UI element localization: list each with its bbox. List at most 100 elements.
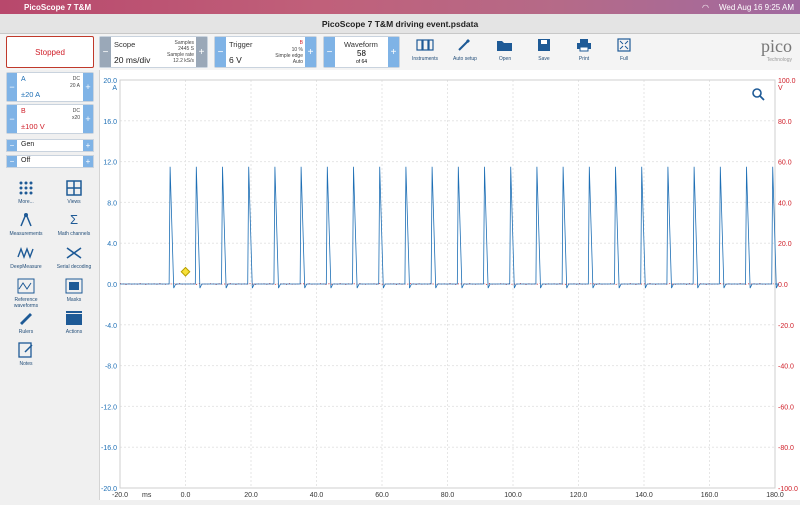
notes-label: Notes bbox=[19, 361, 33, 367]
save-label: Save bbox=[538, 56, 550, 62]
masks-icon bbox=[65, 278, 83, 294]
trigger-decrease-button[interactable]: − bbox=[215, 37, 226, 67]
gen-state-decrease-button[interactable]: − bbox=[7, 156, 17, 167]
pico-logo: pico Technology bbox=[722, 36, 792, 66]
toolbar: Stopped − Scope 20 ms/div Samples 2445 S… bbox=[0, 34, 800, 70]
macos-menubar: PicoScope 7 T&M ◠ Wed Aug 16 9:25 AM bbox=[0, 0, 800, 14]
channel-b-probe: x20 bbox=[71, 115, 80, 121]
masks-button[interactable]: Masks bbox=[51, 278, 97, 303]
fullscreen-label: Full bbox=[619, 56, 629, 62]
app-name[interactable]: PicoScope 7 T&M bbox=[24, 2, 92, 12]
open-label: Open bbox=[498, 56, 512, 62]
auto-setup-button[interactable]: Auto setup bbox=[445, 38, 485, 62]
trigger-type: Simple edge bbox=[275, 53, 303, 59]
timebase-value[interactable]: 20 ms/div bbox=[114, 55, 151, 65]
reference-waveforms-button[interactable]: Reference waveforms bbox=[3, 278, 49, 309]
math-channels-button[interactable]: Σ Math channels bbox=[51, 212, 97, 237]
actions-label: Actions bbox=[65, 329, 83, 335]
rulers-icon bbox=[17, 310, 35, 326]
trigger-channel: B bbox=[299, 40, 303, 46]
scope-graph[interactable]: 20.0 16.0 12.0 8.0 4.0 0.0 -4.0 -8.0 -12.0 -16.0 -… bbox=[100, 70, 800, 500]
trigger-level[interactable]: 6 V bbox=[229, 55, 242, 65]
clock[interactable]: Wed Aug 16 9:25 AM bbox=[718, 2, 794, 12]
timebase-increase-button[interactable]: + bbox=[196, 37, 207, 67]
scope-display[interactable]: 20.0 16.0 12.0 8.0 4.0 0.0 -4.0 -8.0 -12.0 -16.0 -… bbox=[100, 70, 800, 500]
left-axis-tick-label: 4.0 bbox=[107, 241, 117, 248]
channel-b-range[interactable]: ±100 V bbox=[21, 122, 45, 131]
channel-b-control: − B ±100 V DC x20 + bbox=[6, 104, 94, 134]
channel-a-trace bbox=[120, 166, 779, 289]
x-axis-tick-label: 40.0 bbox=[310, 492, 324, 499]
x-axis-tick-label: 180.0 bbox=[766, 492, 784, 499]
open-button[interactable]: Open bbox=[485, 38, 525, 62]
waveform-total: of 64 bbox=[355, 59, 368, 65]
measurements-button[interactable]: Measurements bbox=[3, 212, 49, 237]
waveform-label: Waveform bbox=[344, 40, 378, 49]
right-axis-unit: V bbox=[778, 85, 783, 92]
left-axis-tick-label: 8.0 bbox=[107, 200, 117, 207]
gen-state-control: − Off + bbox=[6, 155, 94, 168]
channel-b-decrease-button[interactable]: − bbox=[7, 105, 17, 133]
window-title: PicoScope 7 T&M driving event.psdata bbox=[0, 14, 800, 34]
print-button[interactable]: Print bbox=[564, 38, 604, 62]
trigger-mode: Auto bbox=[292, 59, 303, 65]
right-axis-tick-label: 60.0 bbox=[778, 160, 792, 167]
notes-button[interactable]: Notes bbox=[3, 342, 49, 367]
actions-button[interactable]: Actions bbox=[51, 310, 97, 335]
deepmeasure-button[interactable]: DeepMeasure bbox=[3, 245, 49, 270]
channel-a-coupling: DC bbox=[72, 76, 80, 82]
trigger-increase-button[interactable]: + bbox=[305, 37, 316, 67]
instruments-icon bbox=[416, 38, 434, 52]
sample-rate-label: Sample rate bbox=[167, 52, 194, 58]
x-axis-unit: ms bbox=[142, 492, 152, 499]
views-button[interactable]: Views bbox=[51, 180, 97, 205]
waveform-previous-button[interactable]: − bbox=[324, 37, 335, 67]
sidebar: − A ±20 A DC 20 A + − B ±100 V DC x20 + … bbox=[0, 70, 100, 500]
instruments-button[interactable]: Instruments bbox=[405, 38, 445, 62]
auto-setup-icon bbox=[456, 38, 474, 52]
fullscreen-button[interactable]: Full bbox=[604, 38, 644, 62]
channel-b-name[interactable]: B bbox=[21, 108, 26, 115]
auto-setup-label: Auto setup bbox=[453, 56, 477, 62]
gen-increase-button[interactable]: + bbox=[83, 140, 93, 151]
channel-a-range[interactable]: ±20 A bbox=[21, 90, 41, 99]
channel-b-coupling: DC bbox=[72, 108, 80, 114]
trigger-marker bbox=[180, 266, 191, 277]
scope-label: Scope bbox=[114, 40, 136, 49]
waveform-next-button[interactable]: + bbox=[388, 37, 399, 67]
rulers-button[interactable]: Rulers bbox=[3, 310, 49, 335]
reference-waveforms-label: Reference waveforms bbox=[13, 297, 39, 309]
deepmeasure-label: DeepMeasure bbox=[10, 264, 42, 270]
fullscreen-icon bbox=[615, 38, 633, 52]
gen-control: − Gen + bbox=[6, 139, 94, 152]
measurements-icon bbox=[17, 212, 35, 228]
x-axis-tick-label: 160.0 bbox=[701, 492, 719, 499]
left-axis-tick-label: -12.0 bbox=[101, 404, 117, 411]
right-axis-tick-label: -60.0 bbox=[778, 404, 794, 411]
trigger-percent: 10 % bbox=[291, 47, 303, 53]
timebase-decrease-button[interactable]: − bbox=[100, 37, 111, 67]
rulers-label: Rulers bbox=[18, 329, 34, 335]
views-label: Views bbox=[67, 199, 81, 205]
print-label: Print bbox=[578, 56, 590, 62]
gen-decrease-button[interactable]: − bbox=[7, 140, 17, 151]
trigger-label: Trigger bbox=[229, 40, 253, 49]
channel-a-name[interactable]: A bbox=[21, 76, 26, 83]
zoom-icon[interactable] bbox=[752, 88, 765, 101]
more-button[interactable]: More... bbox=[3, 180, 49, 205]
wifi-icon[interactable]: ◠ bbox=[702, 2, 709, 12]
run-stop-button[interactable]: Stopped bbox=[6, 36, 94, 68]
right-axis-tick-label: 20.0 bbox=[778, 241, 792, 248]
save-button[interactable]: Save bbox=[524, 38, 564, 62]
right-axis-tick-label: 80.0 bbox=[778, 119, 792, 126]
math-channels-label: Math channels bbox=[57, 231, 91, 237]
gen-state-increase-button[interactable]: + bbox=[83, 156, 93, 167]
left-axis-tick-label: 0.0 bbox=[107, 282, 117, 289]
gen-label[interactable]: Gen bbox=[21, 141, 35, 148]
gen-state[interactable]: Off bbox=[21, 157, 31, 164]
channel-a-increase-button[interactable]: + bbox=[83, 73, 93, 101]
waveform-current[interactable]: 58 bbox=[357, 49, 366, 58]
serial-decoding-button[interactable]: Serial decoding bbox=[51, 245, 97, 270]
channel-b-increase-button[interactable]: + bbox=[83, 105, 93, 133]
channel-a-decrease-button[interactable]: − bbox=[7, 73, 17, 101]
